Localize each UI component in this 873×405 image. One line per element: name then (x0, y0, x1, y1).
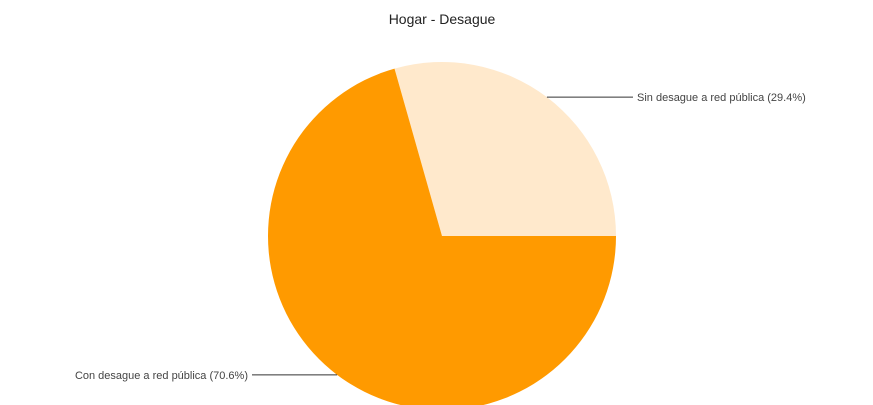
slice-label: Sin desague a red pública (29.4%) (637, 92, 806, 104)
pie-labels: Sin desague a red pública (29.4%) Con des… (75, 92, 806, 382)
chart-title: Hogar - Desague (389, 11, 496, 27)
slice-label: Con desague a red pública (70.6%) (75, 370, 248, 382)
pie-slice-con-desague (268, 68, 616, 405)
pie-slice-sin-desague (394, 62, 616, 236)
pie-slices (268, 62, 616, 405)
